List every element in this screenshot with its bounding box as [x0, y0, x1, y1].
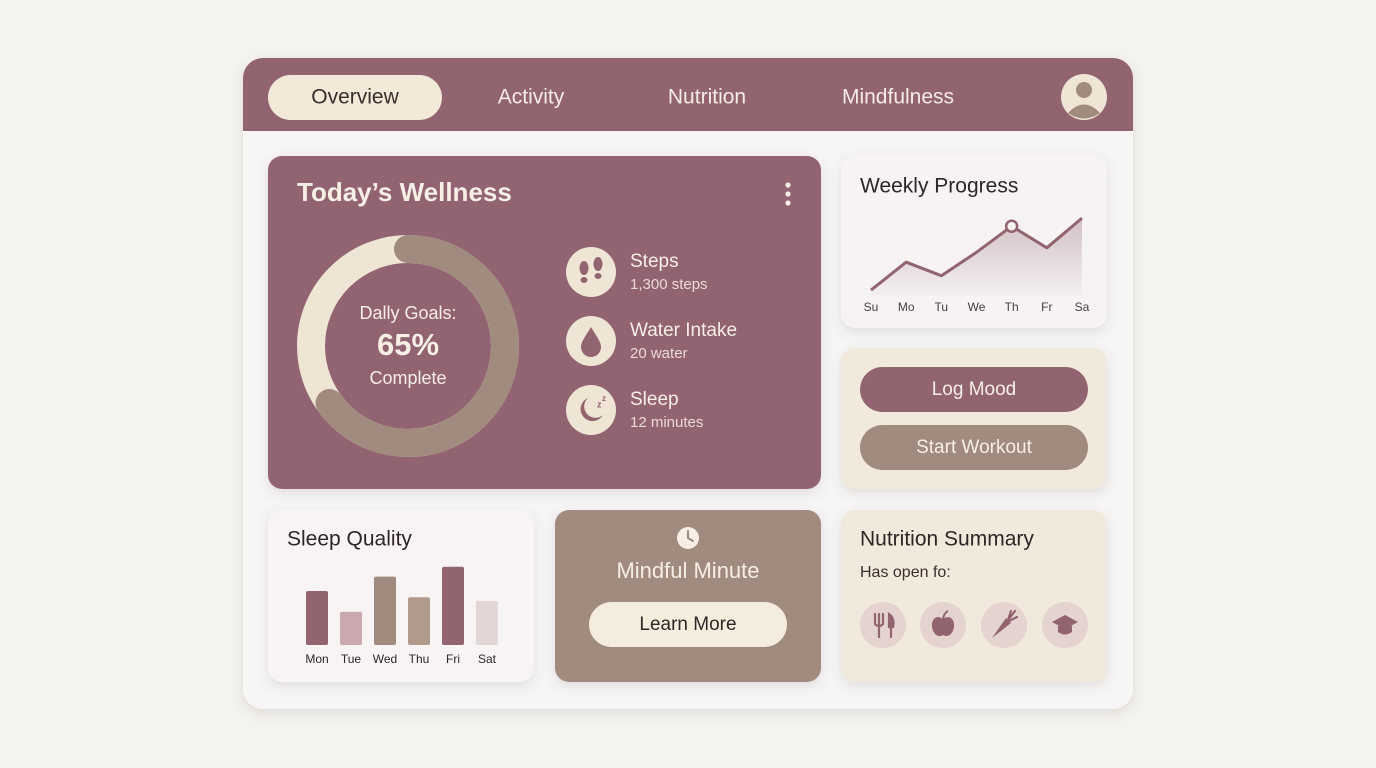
stat-label: Steps [630, 251, 679, 272]
bar [340, 611, 362, 645]
stat-detail: 12 minutes [630, 414, 703, 431]
x-tick-label: Sat [478, 652, 497, 666]
sleep-icon: z z [566, 385, 616, 435]
donut-progress [315, 235, 519, 457]
x-tick-label: Fri [446, 652, 460, 666]
nav-tab[interactable]: Activity [498, 86, 565, 109]
x-tick-label: Tue [341, 652, 362, 666]
stat-detail: 20 water [630, 345, 688, 362]
menu-dots[interactable] [785, 182, 791, 206]
bar-chart: Mon Tue Wed Thu Fri Sat [305, 566, 498, 666]
svg-text:z: z [597, 399, 602, 409]
bar [306, 591, 328, 645]
water-icon [566, 316, 616, 366]
x-tick-label: We [968, 300, 986, 314]
nav-tab[interactable]: Overview [311, 86, 399, 109]
donut-value: 65% [377, 327, 439, 362]
card-title: Mindful Minute [616, 558, 759, 583]
bar [374, 576, 396, 645]
apple-icon[interactable] [920, 602, 966, 648]
line-series [870, 216, 1083, 292]
avatar[interactable] [1061, 74, 1107, 120]
carrot-icon[interactable] [981, 602, 1027, 648]
nutrition-card [841, 510, 1107, 682]
stat-label: Water Intake [630, 320, 737, 341]
x-tick-label: Th [1005, 300, 1019, 314]
bar [408, 597, 430, 645]
steps-icon [566, 247, 616, 297]
card-title: Sleep Quality [287, 528, 412, 551]
x-tick-label: Su [864, 300, 879, 314]
action-button[interactable] [860, 425, 1088, 470]
donut-chart [297, 235, 519, 457]
highlight-point [1004, 219, 1019, 233]
nav-tab[interactable]: Nutrition [668, 86, 746, 109]
card-subtitle: Has open fo: [860, 564, 951, 581]
x-tick-label: Tu [935, 300, 949, 314]
learn-more-button[interactable] [589, 602, 787, 647]
button-label[interactable]: Log Mood [932, 379, 1017, 400]
x-tick-label: Mon [305, 652, 328, 666]
active-tab[interactable] [268, 75, 442, 120]
card-title: Today’s Wellness [297, 177, 512, 207]
bar [476, 600, 498, 645]
button-label[interactable]: Learn More [639, 614, 736, 635]
donut-subtitle: Complete [369, 368, 446, 388]
svg-text:z: z [602, 394, 606, 403]
stat-detail: 1,300 steps [630, 276, 708, 293]
x-tick-label: Wed [373, 652, 397, 666]
utensils-icon[interactable] [860, 602, 906, 648]
bar [442, 566, 464, 645]
graduation-icon[interactable] [1042, 602, 1088, 648]
clock-icon [677, 527, 699, 549]
x-tick-label: Thu [409, 652, 430, 666]
stat-label: Sleep [630, 389, 679, 410]
x-tick-label: Fr [1041, 300, 1052, 314]
action-button[interactable] [860, 367, 1088, 412]
x-tick-label: Mo [898, 300, 915, 314]
card-title: Nutrition Summary [860, 528, 1034, 551]
line-chart: Su Mo Tu We Th Fr Sa [864, 216, 1090, 314]
button-label[interactable]: Start Workout [916, 437, 1033, 458]
sleep-card [268, 510, 534, 682]
donut-title: Dally Goals: [359, 303, 456, 323]
x-tick-label: Sa [1075, 300, 1090, 314]
card-title: Weekly Progress [860, 175, 1018, 198]
nav-tab[interactable]: Mindfulness [842, 86, 954, 109]
